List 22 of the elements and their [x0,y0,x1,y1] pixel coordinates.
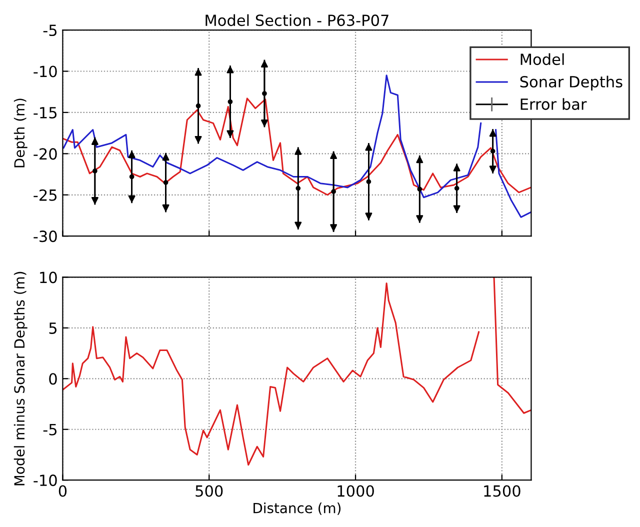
y-axis-title: Model minus Sonar Depths (m) [14,272,28,486]
x-axis-title: Distance (m) [254,502,341,515]
legend-label: Error bar [520,98,587,110]
x-tick-label: 1000 [338,485,374,497]
y-tick-label: -5 [43,24,57,36]
y-tick-label: -25 [34,189,57,201]
x-tick-label: 500 [196,485,223,497]
chart-title: Model Section - P63-P07 [206,14,388,26]
legend-label: Sonar Depths [520,76,622,90]
y-tick-label: 10 [40,272,57,284]
y-axis-title: Depth (m) [14,98,28,168]
x-tick-label: 1500 [484,485,520,497]
y-tick-label: -5 [43,424,57,436]
y-tick-label: -10 [34,474,57,486]
y-tick-label: -15 [34,107,57,118]
y-tick-label: -20 [34,148,57,160]
y-tick-label: 5 [49,322,57,334]
y-tick-label: -10 [34,66,57,78]
y-tick-label: 0 [49,373,57,385]
y-tick-label: -30 [34,230,57,242]
legend-label: Model [520,53,564,66]
x-tick-label: 0 [58,485,67,497]
